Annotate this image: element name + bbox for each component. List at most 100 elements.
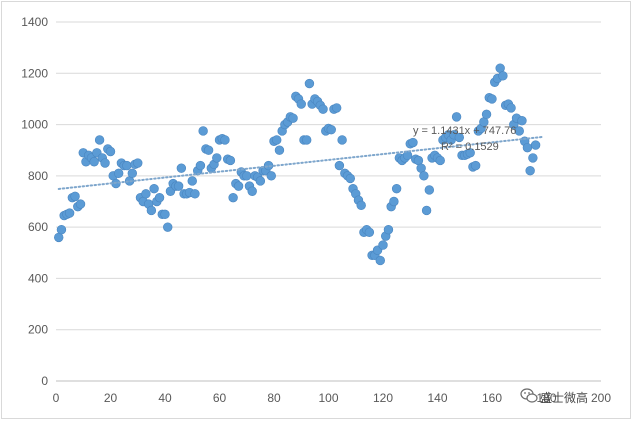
- data-point: [318, 104, 328, 114]
- data-point: [64, 208, 75, 218]
- data-point: [356, 200, 366, 211]
- data-point: [149, 183, 159, 194]
- data-point: [424, 185, 435, 195]
- data-point: [100, 158, 110, 168]
- data-point: [487, 94, 497, 104]
- data-point: [383, 225, 394, 235]
- data-point: [337, 135, 347, 145]
- data-point: [481, 109, 492, 120]
- trendline-line: [57, 135, 545, 190]
- data-point: [525, 166, 535, 176]
- y-tick-label: 0: [41, 374, 48, 388]
- data-point: [122, 160, 132, 171]
- data-point: [255, 176, 266, 186]
- data-point: [421, 205, 432, 216]
- data-point: [266, 171, 276, 181]
- data-point: [389, 196, 399, 207]
- data-point: [331, 103, 342, 113]
- data-point: [198, 126, 208, 136]
- data-point: [506, 103, 516, 113]
- data-point: [160, 209, 170, 220]
- data-point: [391, 183, 402, 194]
- data-points: [54, 63, 541, 266]
- data-point: [375, 255, 385, 266]
- x-tick-label: 100: [318, 391, 338, 405]
- y-tick-label: 800: [28, 169, 48, 183]
- trendline-r2-label: R² = 0.1529: [441, 141, 499, 153]
- data-point: [528, 153, 538, 163]
- data-point: [378, 240, 388, 250]
- data-point: [203, 145, 214, 155]
- watermark-text: 盛士微高: [540, 390, 588, 405]
- data-point: [176, 163, 187, 173]
- y-tick-label: 1400: [21, 15, 48, 29]
- data-point: [514, 126, 524, 136]
- data-point: [408, 137, 418, 148]
- data-point: [220, 135, 230, 145]
- data-point: [304, 78, 315, 89]
- data-point: [326, 124, 336, 135]
- x-tick-label: 160: [482, 391, 502, 405]
- data-point: [454, 132, 464, 143]
- trendline-equation-label: y = 1.1431x + 747.76: [413, 125, 516, 137]
- data-point: [195, 160, 206, 171]
- x-tick-label: 200: [591, 391, 611, 405]
- data-point: [402, 150, 413, 161]
- y-tick-label: 1200: [21, 66, 48, 80]
- x-tick-label: 40: [158, 391, 172, 405]
- gridlines: [56, 21, 601, 331]
- x-tick-label: 120: [373, 391, 393, 405]
- data-point: [302, 135, 312, 145]
- data-point: [190, 189, 200, 199]
- x-tick-label: 80: [267, 391, 281, 405]
- data-point: [364, 227, 375, 237]
- data-point: [105, 146, 116, 157]
- data-point: [127, 168, 138, 178]
- data-point: [517, 116, 527, 126]
- data-point: [89, 157, 99, 167]
- data-point: [187, 176, 197, 186]
- data-point: [498, 71, 508, 81]
- data-point: [233, 181, 244, 191]
- data-point: [133, 158, 143, 168]
- data-point: [272, 135, 282, 145]
- trendline: [57, 135, 545, 190]
- data-point: [94, 135, 105, 145]
- data-point: [212, 153, 222, 163]
- data-point: [56, 225, 67, 235]
- data-point: [345, 173, 355, 184]
- x-tick-label: 140: [427, 391, 447, 405]
- data-point: [70, 191, 80, 202]
- data-point: [141, 189, 151, 199]
- data-point: [465, 148, 475, 158]
- data-point: [288, 113, 298, 123]
- data-point: [228, 192, 238, 203]
- data-point: [173, 181, 184, 191]
- data-point: [163, 222, 173, 232]
- data-point: [296, 99, 306, 109]
- x-tick-label: 60: [213, 391, 227, 405]
- x-tick-label: 0: [53, 391, 60, 405]
- data-point: [225, 155, 236, 166]
- y-tick-label: 1000: [21, 118, 48, 132]
- data-point: [274, 145, 285, 155]
- y-tick-labels: 0 200 400 600 800 1000 1200 1400: [21, 15, 48, 388]
- data-point: [522, 142, 533, 153]
- data-point: [470, 160, 481, 171]
- data-point: [146, 205, 157, 216]
- data-point: [154, 192, 165, 203]
- x-tick-label: 180: [536, 391, 556, 405]
- trendline-equation: y = 1.1431x + 747.76 R² = 0.1529: [413, 125, 516, 153]
- data-point: [113, 168, 124, 178]
- data-point: [530, 140, 541, 150]
- y-tick-label: 400: [28, 271, 48, 285]
- y-tick-label: 200: [28, 323, 48, 337]
- data-point: [334, 160, 345, 171]
- y-tick-label: 600: [28, 220, 48, 234]
- watermark: 盛士微高: [520, 388, 588, 405]
- data-point: [247, 186, 257, 196]
- data-point: [435, 155, 445, 166]
- data-point: [419, 171, 429, 181]
